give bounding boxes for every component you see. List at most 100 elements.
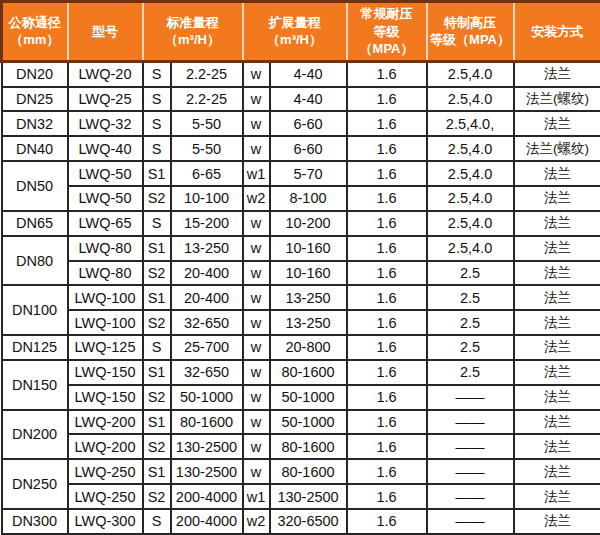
header-special-high-pressure-rating: 特制高压 等级（MPA） — [427, 2, 514, 62]
cell-high-pressure-rating: 2.5,4.0 — [427, 87, 514, 112]
cell-extended-range: 130-2500 — [270, 484, 347, 509]
table-body: DN20LWQ-20S2.2-25w4-401.62.5,4.0法兰DN25LW… — [2, 61, 600, 534]
cell-high-pressure-rating: 2.5 — [427, 310, 514, 335]
cell-installation: 法兰 — [514, 161, 600, 186]
cell-standard-code: S — [143, 509, 171, 534]
cell-high-pressure-rating: 2.5,4.0 — [427, 136, 514, 161]
cell-extended-range: 5-70 — [270, 161, 347, 186]
cell-extended-range: 320-6500 — [270, 509, 347, 534]
cell-extended-code: w1 — [243, 484, 270, 509]
cell-extended-code: w — [243, 285, 270, 310]
cell-installation: 法兰 — [514, 285, 600, 310]
cell-standard-range: 6-65 — [171, 161, 243, 186]
cell-high-pressure-rating: 2.5,4.0, — [427, 111, 514, 136]
cell-extended-code: w — [243, 261, 270, 286]
cell-extended-code: w — [243, 410, 270, 435]
cell-nominal-diameter: DN65 — [2, 211, 68, 236]
cell-nominal-diameter: DN32 — [2, 111, 68, 136]
cell-extended-range: 13-250 — [270, 310, 347, 335]
cell-high-pressure-rating: 2.5 — [427, 261, 514, 286]
cell-model: LWQ-50 — [68, 161, 143, 186]
cell-installation: 法兰 — [514, 335, 600, 360]
cell-standard-range: 32-650 — [171, 310, 243, 335]
cell-high-pressure-rating: —— — [427, 410, 514, 435]
cell-installation: 法兰 — [514, 111, 600, 136]
cell-installation: 法兰 — [514, 186, 600, 211]
cell-installation: 法兰 — [514, 434, 600, 459]
cell-standard-range: 13-250 — [171, 236, 243, 261]
header-installation-method: 安装方式 — [514, 2, 600, 62]
cell-pressure-rating: 1.6 — [347, 410, 427, 435]
table-row: DN20LWQ-20S2.2-25w4-401.62.5,4.0法兰 — [2, 61, 600, 86]
cell-extended-code: w — [243, 87, 270, 112]
cell-extended-code: w2 — [243, 186, 270, 211]
cell-standard-range: 10-100 — [171, 186, 243, 211]
cell-model: LWQ-150 — [68, 360, 143, 385]
cell-high-pressure-rating: —— — [427, 434, 514, 459]
cell-nominal-diameter: DN20 — [2, 61, 68, 86]
cell-standard-range: 5-50 — [171, 111, 243, 136]
cell-extended-code: w — [243, 434, 270, 459]
cell-extended-range: 4-40 — [270, 61, 347, 86]
cell-standard-range: 5-50 — [171, 136, 243, 161]
cell-standard-range: 2.2-25 — [171, 87, 243, 112]
cell-nominal-diameter: DN150 — [2, 360, 68, 410]
cell-high-pressure-rating: —— — [427, 509, 514, 534]
cell-extended-range: 50-1000 — [270, 410, 347, 435]
table-header: 公称通径 （mm） 型号 标准量程 （m³/H） 扩展量程 （m³/H） 常规耐… — [2, 2, 600, 62]
cell-installation: 法兰 — [514, 459, 600, 484]
cell-model: LWQ-250 — [68, 484, 143, 509]
cell-high-pressure-rating: —— — [427, 459, 514, 484]
cell-model: LWQ-100 — [68, 285, 143, 310]
cell-model: LWQ-50 — [68, 186, 143, 211]
cell-standard-range: 2.2-25 — [171, 61, 243, 86]
cell-standard-code: S — [143, 335, 171, 360]
cell-extended-range: 6-60 — [270, 111, 347, 136]
cell-pressure-rating: 1.6 — [347, 360, 427, 385]
cell-standard-code: S2 — [143, 186, 171, 211]
cell-nominal-diameter: DN80 — [2, 236, 68, 286]
cell-installation: 法兰 — [514, 261, 600, 286]
cell-extended-range: 10-160 — [270, 236, 347, 261]
cell-nominal-diameter: DN125 — [2, 335, 68, 360]
cell-standard-code: S — [143, 211, 171, 236]
cell-model: LWQ-25 — [68, 87, 143, 112]
cell-high-pressure-rating: 2.5,4.0 — [427, 211, 514, 236]
flowmeter-spec-page: 公称通径 （mm） 型号 标准量程 （m³/H） 扩展量程 （m³/H） 常规耐… — [0, 0, 600, 535]
cell-installation: 法兰 — [514, 410, 600, 435]
cell-standard-code: S — [143, 136, 171, 161]
cell-standard-code: S2 — [143, 484, 171, 509]
cell-installation: 法兰 — [514, 484, 600, 509]
cell-model: LWQ-20 — [68, 61, 143, 86]
cell-standard-range: 20-400 — [171, 261, 243, 286]
cell-extended-range: 13-250 — [270, 285, 347, 310]
cell-pressure-rating: 1.6 — [347, 136, 427, 161]
cell-extended-range: 4-40 — [270, 87, 347, 112]
cell-installation: 法兰 — [514, 360, 600, 385]
cell-standard-code: S — [143, 87, 171, 112]
cell-standard-code: S — [143, 61, 171, 86]
cell-pressure-rating: 1.6 — [347, 459, 427, 484]
cell-extended-range: 50-1000 — [270, 385, 347, 410]
cell-pressure-rating: 1.6 — [347, 161, 427, 186]
cell-pressure-rating: 1.6 — [347, 186, 427, 211]
cell-standard-range: 200-4000 — [171, 484, 243, 509]
cell-high-pressure-rating: 2.5,4.0 — [427, 236, 514, 261]
cell-standard-code: S — [143, 111, 171, 136]
cell-standard-range: 130-2500 — [171, 434, 243, 459]
header-nominal-diameter: 公称通径 （mm） — [2, 2, 68, 62]
cell-high-pressure-rating: 2.5 — [427, 285, 514, 310]
cell-extended-code: w — [243, 385, 270, 410]
cell-extended-code: w — [243, 360, 270, 385]
cell-extended-range: 20-800 — [270, 335, 347, 360]
cell-standard-code: S2 — [143, 310, 171, 335]
cell-installation: 法兰 — [514, 509, 600, 534]
cell-pressure-rating: 1.6 — [347, 385, 427, 410]
cell-pressure-rating: 1.6 — [347, 261, 427, 286]
cell-nominal-diameter: DN40 — [2, 136, 68, 161]
cell-standard-range: 130-2500 — [171, 459, 243, 484]
table-row: LWQ-100S232-650w13-2501.62.5法兰 — [2, 310, 600, 335]
cell-model: LWQ-80 — [68, 261, 143, 286]
cell-pressure-rating: 1.6 — [347, 211, 427, 236]
cell-standard-code: S2 — [143, 385, 171, 410]
